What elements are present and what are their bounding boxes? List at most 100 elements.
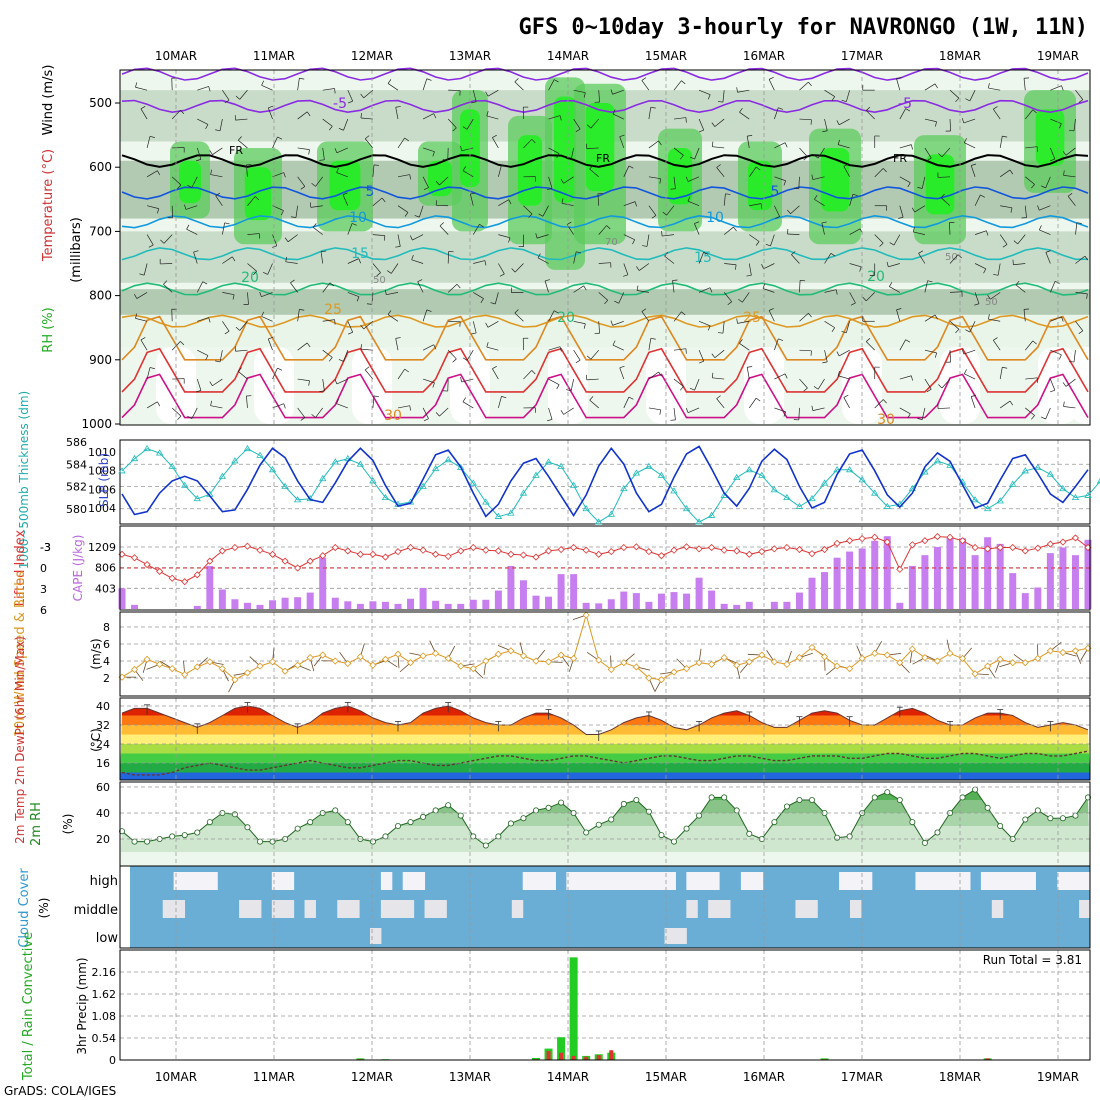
wind-barb: [422, 344, 434, 351]
wind-barb-flag: [285, 256, 287, 262]
wind-barb: [746, 136, 750, 149]
y-tick-label: 2: [103, 672, 110, 685]
wind-barb-flag: [987, 294, 991, 300]
wind-barb: [297, 378, 310, 382]
wind-barb-flag: [196, 159, 202, 162]
wind-barb: [372, 197, 383, 206]
wind-barb: [623, 165, 630, 177]
wind-barb-flag: [559, 346, 562, 352]
wind-barb: [687, 407, 700, 413]
date-label-top: 17MAR: [841, 49, 883, 63]
wind-barb-flag: [1084, 255, 1089, 261]
thickness-marker: [431, 464, 440, 472]
panel-border: [119, 439, 1091, 525]
lifted-marker: [130, 554, 139, 562]
wind-barb: [924, 349, 937, 354]
wind-barb-flag: [711, 353, 716, 358]
isotherm-line: [121, 315, 1089, 361]
wind-barb: [185, 205, 198, 210]
lifted-marker: [482, 546, 490, 554]
wind-barb: [598, 321, 600, 334]
lifted-marker: [933, 533, 942, 541]
wind-barb: [598, 225, 607, 235]
wind-barb-flag: [290, 216, 297, 218]
wind-barb-flag: [961, 349, 965, 355]
wind-barb-flag: [980, 194, 985, 198]
wind-barb-flag: [784, 142, 788, 148]
thickness-marker: [419, 482, 427, 489]
wind-barb-flag: [566, 158, 572, 161]
wind-barb: [1045, 252, 1051, 264]
wind-barb-flag: [685, 407, 689, 413]
y-tick-label: 60: [96, 781, 110, 794]
wind-barb: [473, 292, 484, 299]
wind-barb: [664, 255, 675, 264]
isotherm-label: 10: [706, 210, 724, 226]
panel-border: [119, 697, 1091, 781]
wind-speed-marker: [682, 665, 691, 673]
cape-bar: [557, 574, 565, 609]
cape-bar: [494, 590, 502, 609]
wind-barb-flag: [490, 302, 496, 305]
lifted-marker: [570, 543, 578, 552]
wind-barb-flag: [1076, 222, 1082, 224]
y-tick-label-right: 1008: [88, 465, 116, 478]
wind-barb-flag: [180, 341, 185, 346]
wind-speed-marker: [657, 676, 666, 684]
rh-marker: [457, 812, 464, 819]
wind-barb: [343, 118, 349, 131]
wind-speed-marker: [896, 659, 904, 667]
wind-barb: [774, 205, 780, 217]
wind-barb-flag: [462, 357, 468, 361]
wind-barb-flag: [566, 389, 572, 392]
wind-barb: [722, 90, 725, 103]
rh-saturated-area: [925, 154, 955, 215]
wind-barb: [843, 397, 850, 409]
wind-barb: [486, 115, 499, 120]
wind-barb-flag: [746, 274, 752, 277]
wind-barb: [763, 263, 775, 270]
cape-bar: [858, 548, 866, 609]
wind-barb: [295, 205, 298, 218]
wind-barb-flag: [659, 409, 662, 415]
cape-bar: [821, 572, 829, 609]
wind-barb-flag: [841, 99, 847, 103]
wind-barb-flag: [986, 230, 989, 236]
temp-line: [121, 705, 1089, 735]
wind-barb: [597, 193, 600, 206]
wind-speed-marker: [846, 665, 854, 673]
wind-barb: [821, 222, 825, 235]
wind-barb-flag: [1061, 316, 1064, 322]
wind-barb-flag: [610, 320, 613, 326]
cape-bar: [871, 540, 879, 609]
rh-marker: [708, 794, 715, 801]
wind-barb: [322, 147, 325, 160]
wind-barb-flag: [589, 396, 594, 401]
lifted-marker: [494, 547, 502, 555]
wind-barb-flag: [859, 266, 862, 272]
isotherm-line: [121, 214, 1089, 229]
wind-barb: [163, 283, 173, 293]
wind-barb-flag: [642, 245, 648, 247]
wind-barb: [687, 176, 700, 182]
wind-barb-flag: [499, 273, 505, 277]
wind-barb: [498, 165, 502, 177]
wind-barb-flag: [556, 153, 560, 159]
wind-barb-flag: [387, 270, 392, 274]
wind-barb-flag: [896, 308, 902, 311]
wind-barb: [914, 205, 926, 213]
lifted-marker: [532, 553, 540, 561]
cloud-cell: [577, 872, 589, 890]
wind-barb: [924, 378, 932, 390]
wind-barb: [261, 316, 273, 322]
y-tick-label: 8: [103, 621, 110, 634]
wind-barb-flag: [808, 313, 812, 318]
cape-bar: [770, 601, 778, 609]
wind-barb-flag: [299, 77, 305, 80]
thickness-marker: [971, 496, 979, 503]
y-tick-label: 800: [89, 289, 112, 303]
date-label-bottom: 10MAR: [155, 1070, 197, 1084]
wind-barb: [498, 234, 511, 239]
cloud-cell: [664, 928, 676, 944]
wind-barb: [865, 341, 875, 351]
